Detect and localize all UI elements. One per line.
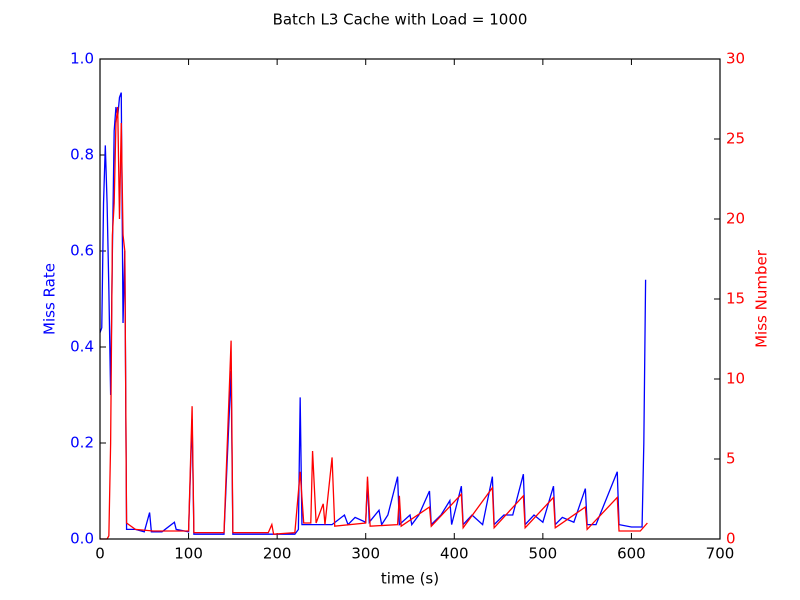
x-tick-label: 200 [263, 545, 292, 563]
x-tick-label: 500 [529, 545, 558, 563]
x-axis-label: time (s) [381, 570, 439, 588]
y2-axis-label: Miss Number [753, 249, 771, 348]
y2-tick-label: 10 [726, 370, 745, 388]
x-tick-label: 100 [174, 545, 203, 563]
x-tick-label: 400 [440, 545, 469, 563]
y-tick-label: 0.2 [70, 434, 94, 452]
chart-title: Batch L3 Cache with Load = 1000 [273, 11, 528, 29]
y-tick-label: 0.0 [70, 530, 94, 548]
y-axis-label: Miss Rate [41, 263, 59, 335]
y-tick-label: 0.4 [70, 338, 94, 356]
line-series [99, 92, 647, 535]
y2-tick-label: 30 [726, 50, 745, 68]
y-tick-label: 0.6 [70, 242, 94, 260]
y2-tick-label: 5 [726, 450, 736, 468]
x-tick-label: 600 [617, 545, 646, 563]
line-series [100, 106, 648, 540]
y2-tick-label: 15 [726, 290, 745, 308]
x-tick-label: 700 [706, 545, 735, 563]
x-tick-label: 0 [95, 545, 105, 563]
y-tick-label: 1.0 [70, 50, 94, 68]
y2-tick-label: 0 [726, 530, 736, 548]
plot-frame [99, 58, 721, 540]
y2-tick-label: 20 [726, 210, 745, 228]
x-tick-label: 300 [351, 545, 380, 563]
y-tick-label: 0.8 [70, 146, 94, 164]
y2-tick-label: 25 [726, 130, 745, 148]
